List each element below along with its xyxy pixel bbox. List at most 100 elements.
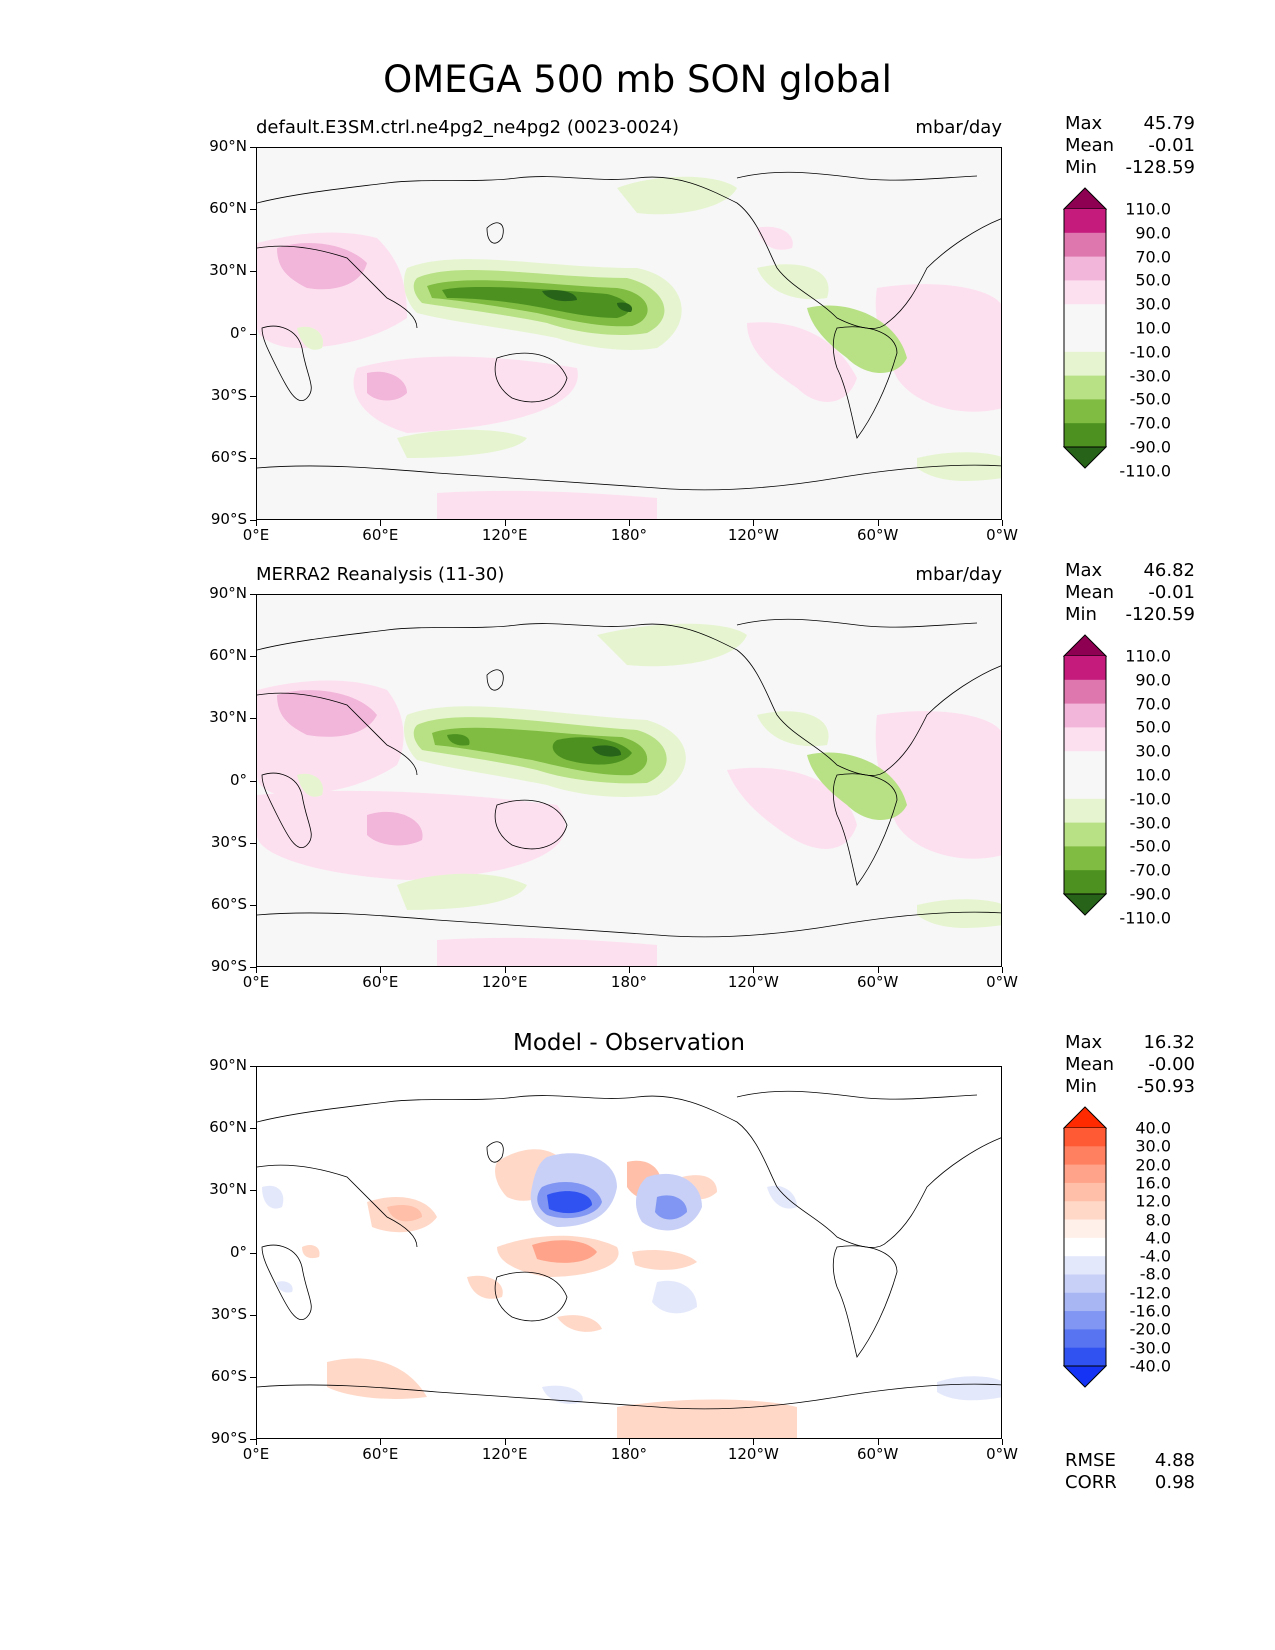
- x-tick-mark: [256, 1439, 257, 1445]
- contour-red: [327, 1358, 427, 1399]
- colorbar-bin: [1064, 256, 1106, 281]
- colorbar-bin: [1064, 679, 1106, 705]
- x-tick-mark: [753, 967, 755, 973]
- colorbar-bin: [1064, 399, 1106, 424]
- colorbar-bin: [1064, 1311, 1106, 1330]
- y-tick-mark: [250, 271, 256, 273]
- colorbar-bin: [1064, 1128, 1106, 1147]
- y-tick-label: 60°S: [210, 1366, 247, 1385]
- contour-pink: [727, 767, 857, 849]
- colorbar-tick-label: -110.0: [1119, 908, 1171, 928]
- colorbar-tick-label: -40.0: [1129, 1356, 1171, 1376]
- contour-pink: [277, 690, 377, 737]
- contour-green: [552, 737, 632, 765]
- colorbar-tick-label: 90.0: [1135, 670, 1171, 690]
- contour-green: [447, 734, 470, 746]
- stat-value: -120.59: [1125, 604, 1195, 625]
- y-tick-label: 60°S: [210, 447, 247, 466]
- map-plot: [256, 1066, 1002, 1439]
- contour-red: [617, 1399, 797, 1438]
- x-tick-mark: [877, 520, 879, 526]
- x-tick-label: 60°W: [856, 1445, 899, 1463]
- stat-value: -128.59: [1125, 157, 1195, 178]
- colorbar-tick-label: 4.0: [1145, 1228, 1171, 1248]
- metric-value: 4.88: [1154, 1450, 1195, 1471]
- stat-label: Mean: [1065, 135, 1115, 156]
- colorbar-tick-label: -10.0: [1129, 789, 1171, 809]
- x-tick-label: 60°E: [362, 973, 399, 991]
- y-tick-label: 30°S: [210, 1304, 247, 1323]
- x-tick-label: 120°W: [727, 526, 779, 544]
- x-tick-mark: [877, 967, 879, 973]
- x-tick-mark: [256, 967, 257, 973]
- contour-red: [632, 1250, 697, 1270]
- colorbar-bin: [1064, 423, 1106, 448]
- contour-green: [297, 326, 323, 350]
- stat-row: Min -128.59: [1065, 157, 1195, 179]
- colorbar-tick-label: 50.0: [1135, 270, 1171, 290]
- x-tick-mark: [256, 520, 257, 526]
- stat-row: Max 16.32: [1065, 1032, 1195, 1054]
- colorbar-bin: [1064, 1146, 1106, 1166]
- colorbar-tick-label: 10.0: [1135, 318, 1171, 338]
- y-tick-label: 60°N: [209, 646, 247, 665]
- stats-box: Max 46.82 Mean -0.01 Min -120.59: [1065, 560, 1195, 626]
- x-tick-mark: [504, 967, 506, 973]
- contour-green: [297, 773, 323, 797]
- colorbar-tick-label: 30.0: [1135, 741, 1171, 761]
- y-tick-mark: [250, 967, 256, 968]
- contour-green: [807, 752, 907, 820]
- stat-value: 45.79: [1143, 113, 1195, 134]
- contour-pink: [437, 937, 657, 966]
- stat-label: Mean: [1065, 582, 1115, 603]
- map-plot: [256, 147, 1002, 520]
- colorbar-tick-label: -50.0: [1129, 836, 1171, 856]
- colorbar-bin: [1064, 280, 1106, 305]
- colorbar-bin: [1064, 1274, 1106, 1294]
- stat-label: Max: [1065, 560, 1103, 581]
- colorbar-tick-label: 10.0: [1135, 765, 1171, 785]
- y-tick-mark: [250, 1128, 256, 1130]
- x-tick-mark: [504, 1439, 506, 1445]
- colorbar-extend-min: [1062, 1365, 1108, 1388]
- colorbar-bin: [1064, 351, 1106, 377]
- stat-value: 16.32: [1143, 1032, 1195, 1053]
- y-tick-mark: [250, 594, 256, 595]
- stat-row: Mean -0.00: [1065, 1054, 1195, 1076]
- x-tick-mark: [1002, 1439, 1003, 1445]
- colorbar-tick-label: 16.0: [1135, 1173, 1171, 1193]
- colorbar: 110.0 90.0 70.0 50.0 30.0 10.0 -10.0 -30.0 -50.0…: [1062, 634, 1171, 927]
- map-svg: [257, 1067, 1001, 1438]
- contour-green: [617, 302, 633, 312]
- colorbar-extend-min: [1062, 446, 1108, 469]
- colorbar-extend-max: [1062, 634, 1108, 657]
- colorbar-tick-label: -70.0: [1129, 413, 1171, 433]
- x-tick-label: 0°W: [986, 1445, 1018, 1463]
- contour-red: [467, 1275, 503, 1299]
- colorbar-tick-label: -30.0: [1129, 366, 1171, 386]
- colorbar-tick-label: 12.0: [1135, 1191, 1171, 1211]
- x-tick-label: 0°W: [986, 526, 1018, 544]
- colorbar-tick-label: -12.0: [1129, 1283, 1171, 1303]
- colorbar-bin: [1064, 751, 1106, 776]
- x-tick-label: 60°E: [362, 1445, 399, 1463]
- colorbar-extend-max: [1062, 187, 1108, 210]
- colorbar-tick-label: 50.0: [1135, 717, 1171, 737]
- metric-label: CORR: [1065, 1472, 1117, 1493]
- stat-row: Min -120.59: [1065, 604, 1195, 626]
- colorbar-tick-label: 8.0: [1145, 1210, 1171, 1230]
- y-tick-label: 90°N: [209, 137, 247, 155]
- contour-pink: [875, 284, 1001, 412]
- y-tick-mark: [250, 842, 256, 844]
- stat-row: Min -50.93: [1065, 1076, 1195, 1098]
- contour-green: [597, 623, 747, 667]
- panel-units: mbar/day: [915, 564, 1002, 585]
- contour-blue: [937, 1376, 1001, 1401]
- stat-value: -0.01: [1148, 582, 1195, 603]
- y-tick-label: 90°S: [210, 510, 247, 528]
- metric-label: RMSE: [1065, 1450, 1116, 1471]
- colorbar-svg: [1062, 634, 1108, 916]
- x-tick-mark: [1002, 520, 1003, 526]
- x-tick-label: 120°W: [727, 1445, 779, 1463]
- x-tick-label: 120°W: [727, 973, 779, 991]
